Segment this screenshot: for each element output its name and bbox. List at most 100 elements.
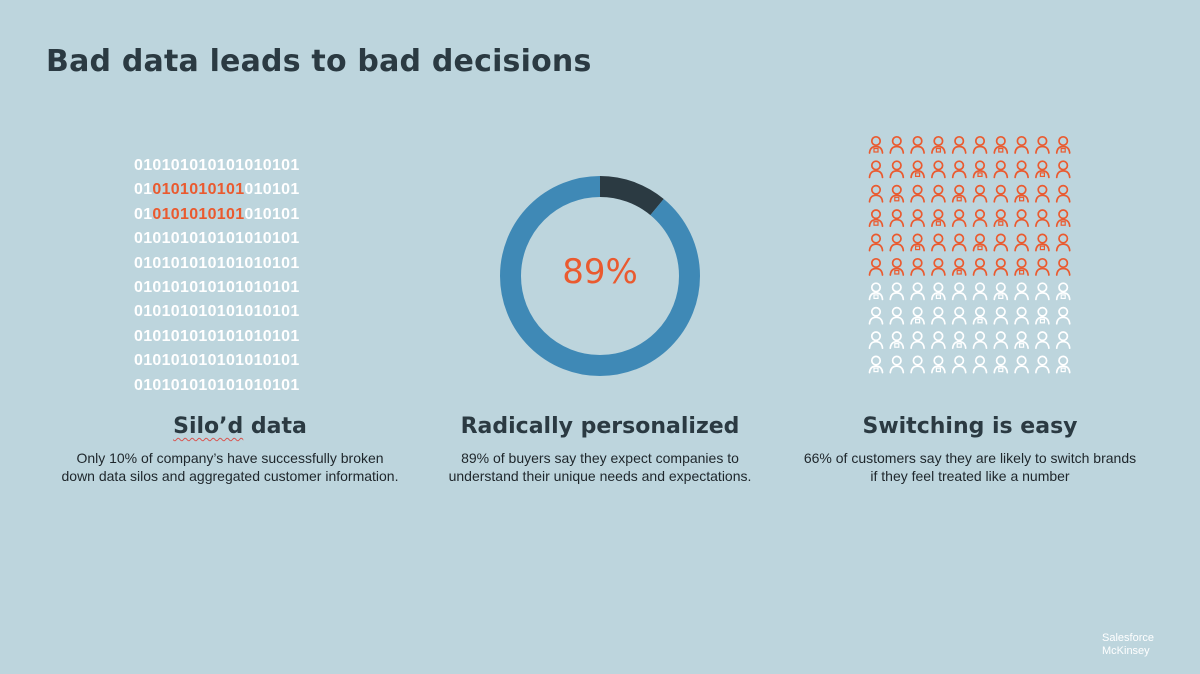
person-icon (972, 135, 988, 154)
person-icon (1055, 282, 1071, 301)
person-icon (931, 282, 946, 301)
person-icon (931, 209, 946, 228)
person-icon (1055, 209, 1071, 228)
person-icon (1014, 331, 1029, 350)
binary-highlight: 0101010101 (152, 205, 245, 223)
donut-slice-main (500, 176, 700, 376)
personalized-heading: Radically personalized (460, 414, 740, 439)
person-icon (910, 257, 925, 276)
silo-heading: Silo’d data (100, 414, 380, 439)
person-icon (1055, 331, 1071, 350)
person-icon (910, 209, 925, 228)
person-icon (868, 135, 884, 154)
person-icon (1035, 306, 1050, 325)
person-icon (1014, 233, 1029, 252)
binary-text: 010101010101010101 (134, 352, 300, 370)
person-icon (1035, 257, 1050, 276)
switching-body: 66% of customers say they are likely to … (803, 450, 1137, 484)
binary-text: 010101010101010101 (134, 230, 300, 248)
person-icon (972, 233, 988, 252)
page-title: Bad data leads to bad decisions (46, 44, 592, 79)
person-icon (1055, 355, 1071, 374)
donut-center-label: 89% (562, 252, 638, 292)
silo-body: Only 10% of company’s have successfully … (61, 450, 399, 484)
person-icon (1055, 257, 1071, 276)
person-icon (1055, 306, 1071, 325)
person-icon (951, 282, 967, 301)
binary-line: 010101010101010101 (134, 374, 344, 398)
source-line-1: Salesforce (1102, 632, 1154, 644)
person-icon (972, 257, 988, 276)
person-icon (931, 135, 946, 154)
person-icon (1014, 135, 1029, 154)
person-icon (993, 209, 1009, 228)
person-icon (1035, 209, 1050, 228)
binary-line: 010101010101010101 (134, 154, 344, 178)
person-icon (889, 135, 905, 154)
person-icon (889, 233, 905, 252)
person-icon (868, 306, 884, 325)
source-line-2: McKinsey (1102, 645, 1150, 657)
binary-text: 010101010101010101 (134, 327, 300, 345)
person-icon (951, 355, 967, 374)
person-icon (1014, 355, 1029, 374)
person-icon (1014, 209, 1029, 228)
person-icon (993, 306, 1009, 325)
person-icon (951, 160, 967, 179)
person-icon (889, 282, 905, 301)
person-icon (1035, 184, 1050, 203)
person-icon (972, 282, 988, 301)
person-icon (993, 355, 1009, 374)
binary-highlight: 0101010101 (152, 181, 245, 199)
person-icon (1014, 184, 1029, 203)
person-icon (993, 257, 1009, 276)
person-icon (889, 331, 905, 350)
person-icon (910, 233, 925, 252)
person-icon (868, 331, 884, 350)
person-icon (889, 184, 905, 203)
person-icon (868, 257, 884, 276)
binary-line: 010101010101010101 (134, 227, 344, 251)
person-icon (1014, 282, 1029, 301)
binary-line: 010101010101010101 (134, 252, 344, 276)
person-icon (910, 331, 925, 350)
person-icon (910, 184, 925, 203)
person-icon (993, 282, 1009, 301)
source-credit: Salesforce McKinsey (1102, 632, 1154, 658)
person-icon (972, 331, 988, 350)
binary-text: 010101010101010101 (134, 254, 300, 272)
person-icon (993, 233, 1009, 252)
person-icon (910, 355, 925, 374)
person-icon (1055, 184, 1071, 203)
binary-line: 010101010101010101 (134, 349, 344, 373)
person-icon (993, 331, 1009, 350)
person-icon (972, 306, 988, 325)
person-icon (993, 160, 1009, 179)
person-icon (1035, 135, 1050, 154)
person-icon (1035, 282, 1050, 301)
person-icon (951, 257, 967, 276)
binary-text: 010101010101010101 (134, 303, 300, 321)
person-icon (951, 135, 967, 154)
person-icon (931, 160, 946, 179)
person-icon (1055, 160, 1071, 179)
person-icon (951, 209, 967, 228)
person-icon (868, 282, 884, 301)
binary-line: 010101010101010101 (134, 203, 344, 227)
binary-text: 010101 (244, 181, 300, 199)
person-icon (868, 160, 884, 179)
person-icon (951, 306, 967, 325)
person-icon (1035, 160, 1050, 179)
silo-heading-rest: data (243, 414, 307, 439)
person-icon (972, 160, 988, 179)
person-icon (868, 184, 884, 203)
person-icon (931, 233, 946, 252)
person-icon (972, 355, 988, 374)
binary-text: 010101 (244, 205, 300, 223)
person-icon (972, 184, 988, 203)
binary-line: 010101010101010101 (134, 276, 344, 300)
binary-data-block: 010101010101010101 010101010101010101 0101… (134, 154, 344, 398)
binary-text: 010101010101010101 (134, 157, 300, 174)
person-icon (993, 184, 1009, 203)
person-icon (951, 233, 967, 252)
